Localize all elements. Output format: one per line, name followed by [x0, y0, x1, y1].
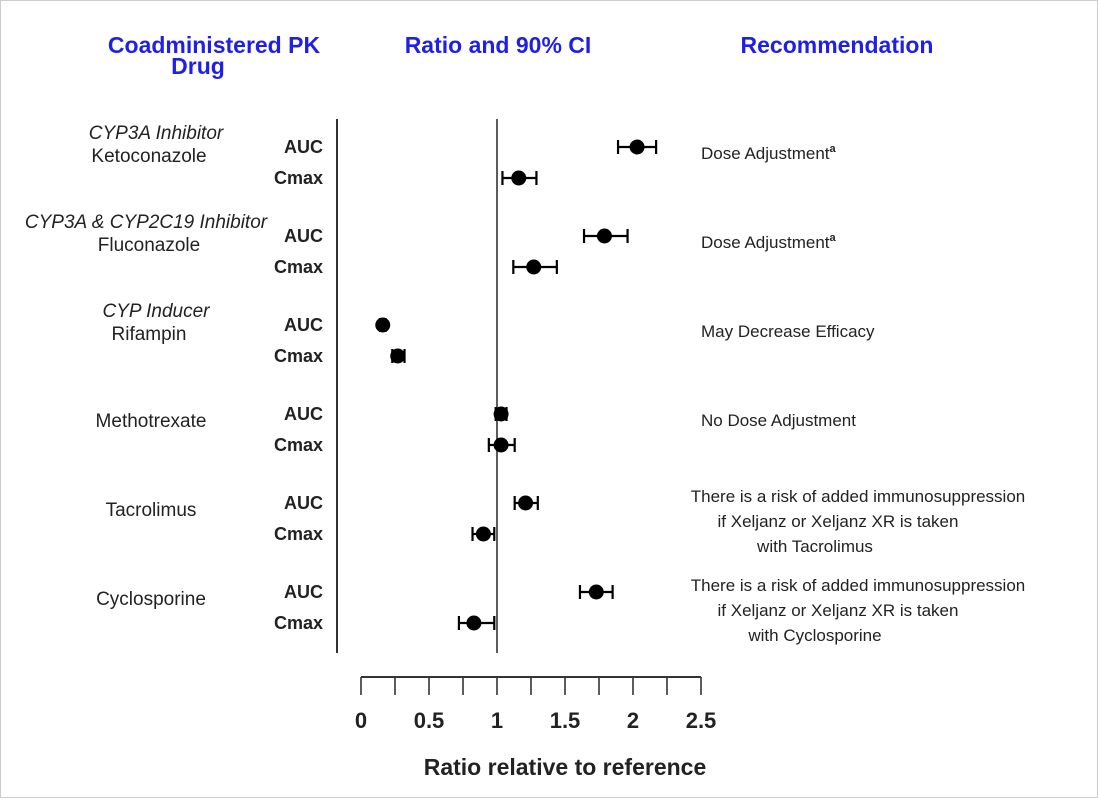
x-tick-label: 2 — [627, 708, 639, 733]
point-estimate — [596, 228, 612, 244]
point-estimate — [511, 170, 527, 186]
point-estimate — [629, 139, 645, 155]
header-drug-line2: Drug — [171, 53, 225, 79]
point-estimate — [390, 348, 406, 364]
drug-class-label: CYP3A Inhibitor — [89, 123, 224, 144]
x-axis: 0 0.5 1 1.5 2 2.5 — [355, 676, 717, 733]
point-estimate — [466, 615, 482, 631]
metric-label: Cmax — [274, 435, 323, 455]
metric-label: Cmax — [274, 168, 323, 188]
metric-label: AUC — [284, 137, 323, 157]
x-tick-label: 1 — [491, 708, 503, 733]
metric-label: AUC — [284, 404, 323, 424]
recommendation-text: No Dose Adjustment — [701, 411, 856, 430]
drug-name: Fluconazole — [98, 235, 200, 256]
metric-label: AUC — [284, 226, 323, 246]
recommendation-text: Dose Adjustmenta — [701, 143, 837, 163]
point-estimate — [493, 406, 509, 422]
recommendation-text: There is a risk of added immunosuppressi… — [691, 487, 1026, 506]
metric-label: Cmax — [274, 346, 323, 366]
metric-label: Cmax — [274, 257, 323, 277]
marks-layer — [375, 119, 658, 653]
recommendation-text: Dose Adjustmenta — [701, 232, 837, 252]
metric-label: AUC — [284, 493, 323, 513]
drug-name: Cyclosporine — [96, 589, 206, 610]
point-estimate — [375, 317, 391, 333]
header-recommendation: Recommendation — [741, 32, 934, 58]
drug-name: Ketoconazole — [91, 146, 206, 167]
x-tick-label: 1.5 — [550, 708, 581, 733]
drug-class-label: CYP Inducer — [102, 301, 210, 322]
x-tick-label: 0 — [355, 708, 367, 733]
recommendation-text: with Tacrolimus — [756, 537, 873, 556]
point-estimate — [526, 259, 542, 275]
footnote-marker: a — [830, 143, 837, 155]
header-drug-line1: Coadministered PK — [108, 32, 321, 58]
footnote-marker: a — [830, 232, 837, 244]
recommendation-text: There is a risk of added immunosuppressi… — [691, 576, 1026, 595]
x-tick-label: 0.5 — [414, 708, 445, 733]
header-ratio: Ratio and 90% CI — [405, 32, 592, 58]
recommendation-text: May Decrease Efficacy — [701, 322, 875, 341]
recommendation-text: if Xeljanz or Xeljanz XR is taken — [718, 512, 959, 531]
drug-class-label: CYP3A & CYP2C19 Inhibitor — [25, 212, 268, 233]
metric-label: AUC — [284, 582, 323, 602]
metric-label: Cmax — [274, 613, 323, 633]
point-estimate — [493, 437, 509, 453]
metric-label: AUC — [284, 315, 323, 335]
point-estimate — [518, 495, 534, 511]
point-estimate — [588, 584, 604, 600]
drug-name: Methotrexate — [96, 411, 207, 432]
x-tick-label: 2.5 — [686, 708, 717, 733]
recommendation-text: if Xeljanz or Xeljanz XR is taken — [718, 601, 959, 620]
recommendation-text: with Cyclosporine — [747, 626, 881, 645]
metric-label: Cmax — [274, 524, 323, 544]
x-axis-label: Ratio relative to reference — [424, 754, 707, 780]
point-estimate — [475, 526, 491, 542]
drug-name: Rifampin — [112, 324, 187, 345]
drug-name: Tacrolimus — [106, 500, 197, 521]
